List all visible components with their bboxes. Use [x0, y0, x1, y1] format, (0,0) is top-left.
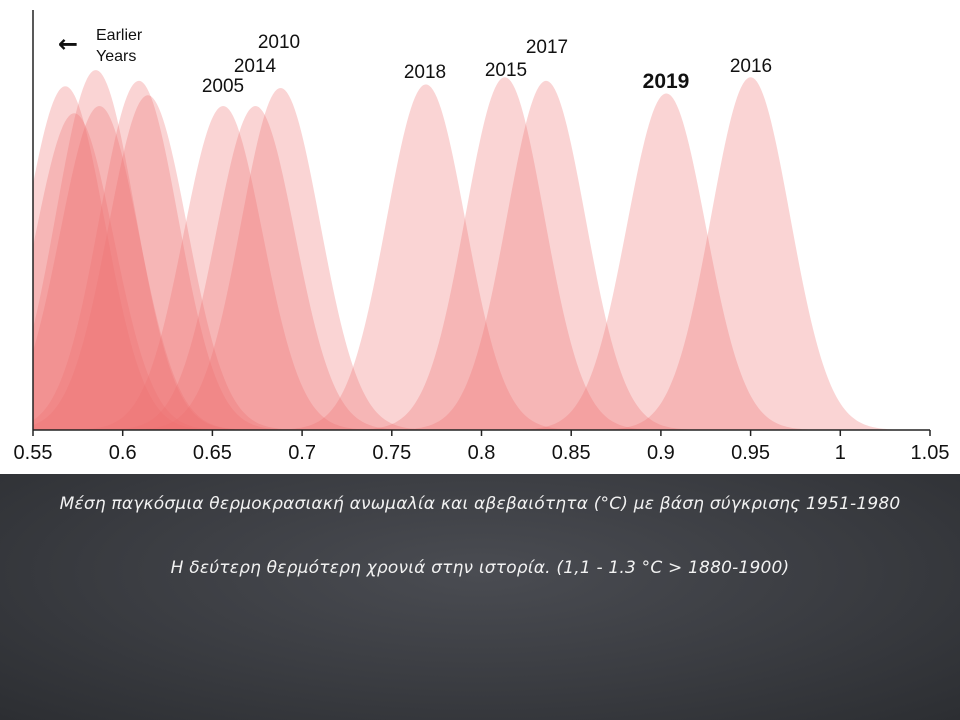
- x-tick-label: 0.85: [552, 442, 591, 464]
- caption-line-2: Η δεύτερη θερμότερη χρονιά στην ιστορία.…: [170, 558, 790, 578]
- year-label-2018: 2018: [404, 62, 446, 83]
- x-tick-label: 0.7: [288, 442, 316, 464]
- caption-panel: Μέση παγκόσμια θερμοκρασιακή ανωμαλία κα…: [0, 474, 960, 720]
- x-tick-label: 0.8: [468, 442, 496, 464]
- density-curve-2018: [33, 84, 930, 430]
- density-curve-earlier-2: [33, 70, 930, 430]
- year-label-2015: 2015: [485, 60, 527, 81]
- x-tick-label: 1.05: [911, 442, 950, 464]
- density-curve-2010: [33, 88, 930, 430]
- x-tick-label: 0.65: [193, 442, 232, 464]
- density-curve-earlier-4: [33, 80, 930, 430]
- year-label-2017: 2017: [526, 37, 568, 58]
- density-curve-earlier-5: [33, 95, 930, 430]
- temperature-anomaly-chart: 0.55 0.6 0.65 0.7 0.75 0.8 0.85 0.9 0.95 1 1.05 200…: [14, 10, 950, 464]
- left-arrow-icon: ←: [58, 30, 78, 58]
- x-tick-label: 1: [835, 442, 846, 464]
- x-tick-label: 0.9: [647, 442, 675, 464]
- year-label-2010: 2010: [258, 32, 300, 53]
- density-curve-2015: [33, 77, 930, 430]
- density-curve-2017: [33, 80, 930, 430]
- x-tick-label: 0.75: [372, 442, 411, 464]
- year-label-2019: 2019: [643, 70, 690, 93]
- year-label-2005: 2005: [202, 76, 244, 97]
- caption-line-1: Μέση παγκόσμια θερμοκρασιακή ανωμαλία κα…: [59, 494, 901, 514]
- x-tick-label: 0.95: [731, 442, 770, 464]
- density-curve-earlier-0: [33, 86, 930, 430]
- density-curve-earlier-3: [33, 106, 930, 430]
- x-tick-label: 0.6: [109, 442, 137, 464]
- annotation-earlier: Earlier: [96, 27, 143, 44]
- x-tick-label: 0.55: [14, 442, 53, 464]
- density-curve-2014: [33, 106, 930, 430]
- chart-area: 0.55 0.6 0.65 0.7 0.75 0.8 0.85 0.9 0.95 1 1.05 200…: [13, 10, 950, 464]
- year-label-2014: 2014: [234, 56, 277, 77]
- density-curve-2005: [33, 106, 930, 430]
- year-label-2016: 2016: [730, 56, 772, 77]
- density-curve-2019: [33, 93, 930, 430]
- density-curve-earlier-1: [33, 113, 930, 430]
- density-curve-2016: [33, 77, 930, 430]
- annotation-years: Years: [96, 48, 136, 65]
